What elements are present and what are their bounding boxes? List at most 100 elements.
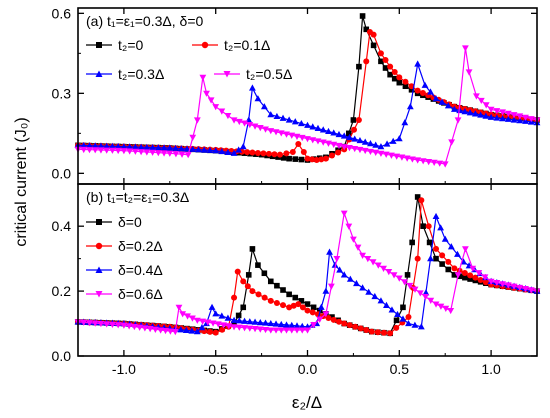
series-a-2-point-65 (444, 102, 452, 109)
series-a-2-point-38 (291, 118, 299, 125)
series-b-1-point-29 (240, 278, 247, 285)
series-a-1-point-35 (271, 151, 278, 158)
series-a-3-point-51 (351, 145, 359, 153)
series-a-3-point-49 (340, 144, 348, 151)
series-a-2-point-16 (166, 144, 174, 151)
panel-b-legend: δ=0 δ=0.2Δ δ=0.4Δ δ=0.6Δ (86, 214, 163, 302)
series-b-3-point-9 (125, 323, 133, 330)
series-a-2-point-52 (367, 140, 374, 147)
legend-a-marker-1 (201, 41, 209, 49)
series-a-2-point-42 (314, 124, 322, 131)
series-a-0-point-54 (382, 65, 389, 71)
series-b-3-point-59 (385, 269, 393, 276)
series-a-3-point-4 (97, 147, 105, 154)
series-b-3-point-16 (162, 327, 169, 335)
series-b-3-point-61 (395, 275, 403, 282)
series-b-2-point-49 (336, 266, 344, 273)
series-a-0-point-55 (387, 71, 393, 78)
series-a-2-point-68 (461, 108, 469, 115)
series-a-3-point-43 (309, 137, 317, 144)
series-a-2-point-60 (414, 60, 422, 67)
series-a-3-point-52 (356, 146, 364, 154)
series-a-2-point-78 (516, 117, 524, 124)
series-a-1-point-38 (289, 149, 296, 155)
series-b-0-point-66 (456, 273, 463, 280)
series-b-2-point-24 (208, 303, 216, 310)
series-b-2-point-50 (340, 271, 348, 278)
series-a-1-point-59 (396, 74, 403, 81)
series-b-2-point-65 (427, 255, 434, 262)
series-b-2-point-38 (283, 321, 290, 328)
series-a-2-point-46 (335, 130, 343, 138)
series-b-1-point-64 (433, 245, 440, 252)
series-a-0-point-38 (292, 156, 299, 162)
series-b-0-point-36 (280, 287, 286, 293)
series-b-3-point-6 (109, 321, 116, 328)
series-a-2-point-40 (304, 121, 311, 128)
series-b-3-point-63 (406, 282, 414, 290)
series-b-1-point-55 (381, 329, 387, 336)
series-b-2-point-63 (417, 323, 425, 330)
series-b-2-point-25 (212, 310, 220, 317)
x-axis-label: ε₂/Δ (292, 393, 322, 412)
series-a-2-point-4 (97, 142, 105, 149)
series-a-2-point-59 (406, 103, 414, 110)
series-a-3-point-65 (425, 159, 433, 166)
series-b-1-point-41 (304, 307, 311, 314)
series-a-3-point-83 (527, 116, 535, 123)
series-b-2-point-51 (346, 275, 354, 282)
series-b-3-point-64 (411, 286, 419, 293)
series-a-0-point-37 (286, 155, 292, 162)
series-a-3-point-66 (430, 159, 438, 166)
series-a-2-point-23 (206, 146, 214, 153)
plot-layer: 0.0 0.3 0.6 0.0 0.2 0.4 -1.0 -0.5 0.0 0.5 1.0 (52, 5, 541, 377)
series-b-2-point-19 (182, 326, 190, 333)
series-b-3-point-2 (86, 320, 93, 327)
series-a-3-point-53 (361, 147, 369, 155)
series-b-1-point-30 (244, 283, 251, 290)
series-b-3-point-13 (146, 326, 154, 333)
series-b-1-point-51 (357, 325, 364, 332)
series-a-3-point-60 (398, 154, 406, 161)
series-b-2-point-70 (454, 250, 461, 257)
series-a-3-point-2 (86, 147, 93, 154)
series-b-3-point-45 (310, 322, 318, 329)
ytick-label-b-0: 0.0 (52, 348, 72, 364)
ytick-label-b-1: 0.2 (52, 283, 72, 299)
series-b-0-point-41 (310, 304, 317, 311)
series-b-3-point-53 (354, 244, 362, 251)
series-a-3-point-29 (235, 118, 243, 126)
series-a-2-point-36 (279, 114, 287, 121)
series-a-3-point-14 (154, 150, 162, 157)
series-a-2-point-74 (493, 114, 501, 121)
series-b-3-point-36 (262, 326, 269, 334)
series-b-1-point-59 (405, 314, 412, 321)
series-a-3-point-62 (409, 156, 416, 163)
series-b-3-point-47 (322, 311, 330, 318)
legend-a-item-3: t₂=0.5Δ (214, 66, 292, 82)
series-a-1-point-33 (260, 150, 267, 157)
series-b-0-point-30 (245, 272, 252, 278)
series-b-2-point-34 (262, 319, 269, 326)
series-a-3-point-31 (246, 121, 254, 129)
series-b-3-point-38 (272, 327, 280, 334)
series-b-0-point-33 (261, 270, 268, 277)
series-b-1-point-50 (352, 323, 359, 330)
series-a-3-point-18 (178, 151, 186, 158)
series-b-1-point-57 (393, 324, 400, 331)
ytick-label-a-0: 0.0 (52, 165, 72, 181)
series-a-1-point-42 (309, 156, 316, 163)
series-a-3-point-76 (487, 106, 495, 113)
series-b-2-point-18 (177, 326, 185, 333)
series-b-1-point-66 (445, 258, 452, 265)
series-a-1-point-45 (322, 155, 329, 162)
series-a-3-point-40 (293, 133, 301, 140)
series-b-2-point-53 (359, 284, 366, 291)
legend-b-marker-3 (95, 291, 103, 298)
series-b-3-point-56 (369, 259, 377, 266)
series-a-3-point-41 (298, 134, 306, 142)
series-b-0-point-44 (329, 314, 335, 320)
series-a-3-point-47 (330, 141, 338, 148)
series-a-2-point-27 (230, 149, 238, 156)
series-b-2-point-46 (322, 287, 330, 294)
